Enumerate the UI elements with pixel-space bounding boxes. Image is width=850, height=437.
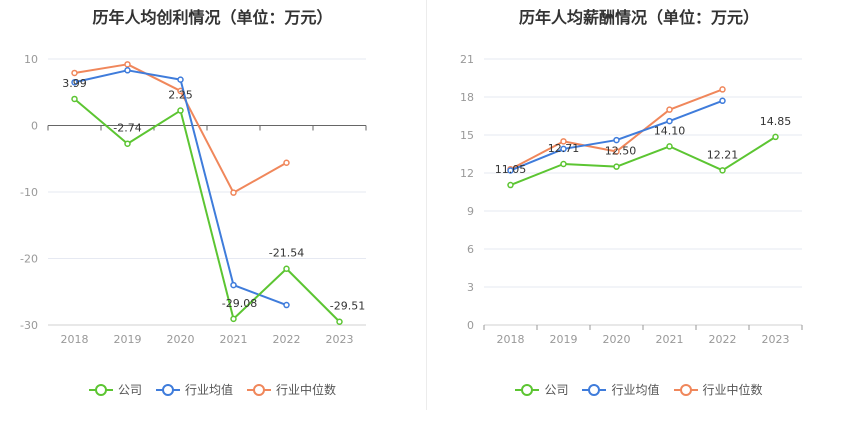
x-tick-label: 2022 [273, 333, 301, 346]
legend-item-company[interactable]: 公司 [88, 381, 142, 398]
data-point-company [507, 181, 514, 189]
data-point-industry-avg [177, 76, 184, 83]
data-point-industry-avg [71, 79, 78, 86]
data-point-industry-median [283, 159, 290, 166]
data-point-industry-avg [507, 167, 514, 174]
legend-swatch-industry-avg [582, 383, 607, 396]
y-tick-label: 10 [24, 53, 38, 66]
x-tick-label: 2021 [656, 333, 684, 346]
data-point-industry-avg [283, 301, 290, 309]
chart-legend: 公司 行业均值 行业中位数 [0, 381, 425, 398]
x-tick-label: 2020 [603, 333, 631, 346]
data-point-industry-avg [230, 281, 237, 289]
y-tick-label: 21 [460, 53, 474, 66]
chart-title: 历年人均创利情况（单位：万元） [92, 8, 333, 27]
y-tick-label: -10 [20, 186, 38, 199]
series-line-company [73, 98, 341, 323]
data-point-company [772, 133, 779, 141]
x-tick-label: 2020 [167, 333, 195, 346]
data-point-company [177, 107, 184, 114]
legend-swatch-company [88, 383, 113, 396]
data-point-industry-median [666, 106, 673, 113]
panel-divider [426, 0, 427, 410]
chart-plot-area: 21 18 15 12 9 6 3 0 2018 2019 2020 2021 2022 2023 11.0… [460, 53, 803, 346]
data-label: 3.99 [62, 77, 87, 90]
x-tick-label: 2018 [497, 333, 525, 346]
data-point-industry-avg [666, 117, 673, 125]
x-tick-label: 2023 [762, 333, 790, 346]
legend-item-industry-median[interactable]: 行业中位数 [247, 381, 336, 398]
y-tick-label: 12 [460, 167, 474, 180]
series-line-industry-avg [74, 69, 287, 306]
y-tick-label: -20 [20, 253, 38, 266]
data-point-industry-avg [124, 67, 131, 74]
data-point-company [336, 318, 343, 325]
data-label: 2.25 [168, 89, 193, 102]
data-point-industry-median [613, 148, 620, 155]
data-point-industry-avg [560, 145, 567, 153]
data-label: -29.08 [222, 297, 257, 310]
data-point-company [283, 265, 290, 272]
data-label: 11.05 [495, 163, 527, 176]
data-label: 12.71 [548, 142, 580, 155]
data-label: 14.85 [760, 115, 792, 128]
chart-legend: 公司 行业均值 行业中位数 [428, 381, 850, 398]
data-point-company [613, 163, 620, 170]
series-line-company [510, 136, 777, 186]
data-point-industry-median [124, 61, 131, 68]
x-tick-label: 2023 [326, 333, 354, 346]
y-tick-label: 6 [467, 243, 474, 256]
y-tick-label: -30 [20, 319, 38, 332]
y-tick-label: 0 [31, 120, 38, 133]
x-tick-label: 2019 [550, 333, 578, 346]
x-tick-label: 2019 [114, 333, 142, 346]
legend-item-industry-avg[interactable]: 行业均值 [582, 381, 660, 398]
legend-item-company[interactable]: 公司 [515, 381, 568, 398]
y-tick-label: 0 [467, 319, 474, 332]
data-label: -21.54 [269, 247, 304, 260]
data-point-company [719, 167, 726, 174]
data-point-company [560, 160, 567, 168]
legend-label: 公司 [544, 383, 569, 397]
legend-swatch-company [515, 383, 540, 396]
salary-per-capita-chart: 历年人均薪酬情况（单位：万元） 21 18 15 12 9 6 3 0 2018 2019 2020… [428, 0, 850, 437]
legend-item-industry-median[interactable]: 行业中位数 [673, 381, 763, 398]
data-label: -2.74 [113, 122, 141, 135]
x-tick-label: 2018 [61, 333, 89, 346]
data-point-company [666, 143, 673, 150]
data-point-industry-median [71, 69, 78, 77]
data-point-company [71, 95, 78, 103]
y-tick-label: 18 [460, 91, 474, 104]
legend-swatch-industry-avg [155, 383, 180, 396]
data-point-industry-median [719, 86, 726, 93]
y-tick-label: 15 [460, 129, 474, 142]
data-label: 14.10 [654, 124, 686, 137]
data-point-industry-median [560, 138, 567, 145]
legend-label: 行业中位数 [276, 383, 337, 397]
legend-swatch-industry-median [247, 383, 271, 396]
data-point-industry-avg [613, 136, 620, 144]
legend-label: 公司 [117, 383, 142, 397]
series-line-industry-avg [510, 99, 723, 172]
y-tick-label: 9 [467, 205, 474, 218]
legend-label: 行业均值 [184, 383, 233, 397]
x-tick-label: 2021 [220, 333, 248, 346]
chart-plot-area: 10 0 -10 -20 -30 2018 2019 2020 2021 2022 2023 3.99… [20, 53, 367, 346]
data-point-industry-median [230, 189, 237, 196]
data-point-industry-avg [719, 97, 726, 105]
legend-label: 行业均值 [611, 383, 660, 397]
data-point-company [124, 140, 131, 147]
data-label: -29.51 [330, 300, 365, 313]
profit-per-capita-chart: 历年人均创利情况（单位：万元） 10 0 -10 -20 -30 2018 2019 2020… [0, 8, 425, 398]
chart-title: 历年人均薪酬情况（单位：万元） [518, 8, 759, 27]
x-tick-label: 2022 [709, 333, 737, 346]
data-point-company [230, 315, 237, 323]
legend-label: 行业中位数 [702, 383, 763, 397]
legend-swatch-industry-median [673, 383, 698, 396]
legend-item-industry-avg[interactable]: 行业均值 [155, 381, 233, 398]
y-tick-label: 3 [467, 281, 474, 294]
data-label: 12.50 [605, 145, 637, 158]
data-label: 12.21 [707, 148, 739, 161]
